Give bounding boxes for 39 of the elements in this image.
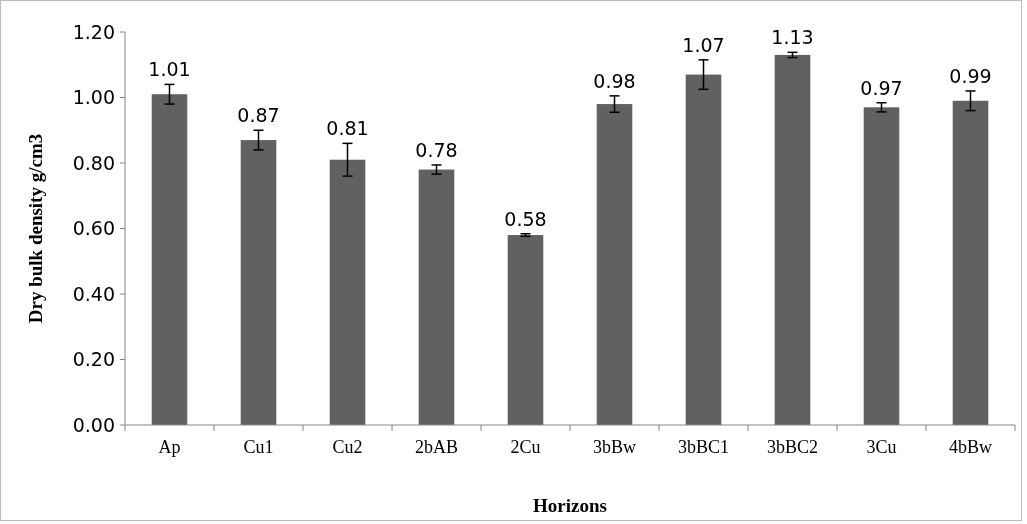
x-tick-label: 3bBC2 — [766, 437, 819, 457]
x-tick-label: Cu1 — [243, 437, 274, 457]
x-tick-label: Ap — [158, 437, 181, 457]
x-tick-label: 4bBw — [948, 437, 993, 457]
y-tick-label: 0.60 — [72, 217, 115, 240]
data-label: 1.13 — [771, 26, 814, 49]
data-label: 0.87 — [237, 104, 280, 127]
bar — [329, 159, 366, 425]
y-tick-label: 1.00 — [72, 86, 115, 109]
data-label: 1.01 — [148, 58, 191, 81]
data-label: 0.98 — [593, 69, 636, 92]
y-tick-label: 0.20 — [72, 348, 115, 371]
bar — [863, 107, 900, 425]
x-axis-title: Horizons — [533, 495, 607, 516]
y-axis-title: Dry bulk density g/cm3 — [25, 133, 46, 324]
bar — [596, 104, 633, 425]
data-label: 0.99 — [949, 64, 992, 87]
bar — [507, 235, 544, 425]
x-tick-label: 2bAB — [414, 437, 459, 457]
data-label: 1.07 — [682, 33, 725, 56]
data-label: 0.78 — [415, 138, 458, 161]
bar — [151, 94, 188, 425]
data-label: 0.81 — [326, 117, 369, 140]
bar — [685, 74, 722, 425]
data-label: 0.58 — [504, 207, 547, 230]
x-tick-label: 3bBC1 — [677, 437, 730, 457]
bar — [418, 169, 455, 425]
y-tick-label: 0.00 — [72, 413, 115, 436]
bar — [952, 100, 989, 425]
y-tick-label: 0.80 — [72, 151, 115, 174]
x-tick-label: 2Cu — [510, 437, 541, 457]
bar — [240, 140, 277, 425]
x-tick-label: Cu2 — [332, 437, 363, 457]
bar — [774, 54, 811, 425]
y-tick-label: 0.40 — [72, 282, 115, 305]
y-tick-label: 1.20 — [72, 20, 115, 43]
data-label: 0.97 — [860, 76, 903, 99]
x-tick-label: 3bBw — [592, 437, 637, 457]
x-tick-label: 3Cu — [866, 437, 897, 457]
